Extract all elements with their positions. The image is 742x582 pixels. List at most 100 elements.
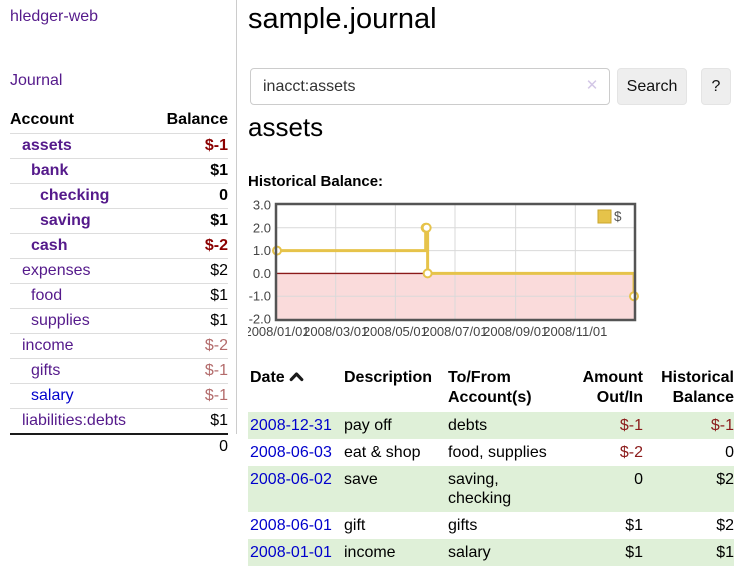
transaction-description: gift <box>344 517 366 534</box>
transaction-balance: $-1 <box>710 417 734 434</box>
account-link[interactable]: cash <box>31 237 68 254</box>
account-balance: $1 <box>119 283 228 309</box>
x-tick-label: 2008/05/01 <box>363 324 428 339</box>
clear-search-icon[interactable]: ✕ <box>585 77 599 94</box>
transaction-row[interactable]: 2008-01-01 income salary $1 $1 <box>248 539 734 566</box>
account-link[interactable]: bank <box>31 162 69 179</box>
account-row: gifts $-1 <box>10 358 228 384</box>
transaction-balance: $1 <box>716 544 734 561</box>
col-header-date[interactable]: Date <box>248 364 342 412</box>
account-balance: $1 <box>119 208 228 234</box>
col-header-amount: Amount Out/In <box>582 369 643 406</box>
accounts-total-spacer <box>10 433 119 459</box>
chart-title: Historical Balance: <box>248 173 384 190</box>
col-header-balance: Historical Balance <box>661 369 734 406</box>
account-balance: $-2 <box>119 233 228 259</box>
transaction-description: pay off <box>344 417 392 434</box>
data-point-marker[interactable] <box>421 222 432 233</box>
account-link[interactable]: checking <box>40 187 110 204</box>
account-row: expenses $2 <box>10 258 228 284</box>
account-row: income $-2 <box>10 333 228 359</box>
sidebar-item-journal[interactable]: Journal <box>10 72 63 89</box>
transaction-date-link[interactable]: 2008-01-01 <box>250 544 332 561</box>
transactions-table: Date Description To/From Account(s) Amou… <box>248 364 734 566</box>
accounts-header-account: Account <box>10 108 119 134</box>
account-balance: $-1 <box>119 358 228 384</box>
transaction-accounts: salary <box>448 544 491 561</box>
account-balance: $-1 <box>119 383 228 409</box>
account-link[interactable]: salary <box>31 387 74 404</box>
transaction-date-link[interactable]: 2008-06-01 <box>250 517 332 534</box>
y-tick-label: 2.0 <box>253 220 271 235</box>
transaction-balance: $2 <box>716 517 734 534</box>
account-balance: $-2 <box>119 333 228 359</box>
transaction-row[interactable]: 2008-12-31 pay off debts $-1 $-1 <box>248 412 734 439</box>
account-balance: $2 <box>119 258 228 284</box>
transaction-date-link[interactable]: 2008-12-31 <box>250 417 332 434</box>
transaction-row[interactable]: 2008-06-02 save saving, checking 0 $2 <box>248 466 734 512</box>
account-row: cash $-2 <box>10 233 228 259</box>
transaction-amount: $1 <box>625 517 643 534</box>
search-bar: ✕ Search ? <box>248 68 742 106</box>
accounts-header-balance: Balance <box>119 108 228 134</box>
account-link[interactable]: supplies <box>31 312 90 329</box>
y-tick-label: 0.0 <box>253 266 271 281</box>
search-input[interactable] <box>250 68 610 105</box>
y-tick-label: 3.0 <box>253 199 271 213</box>
sort-ascending-icon <box>289 372 304 382</box>
transaction-accounts: food, supplies <box>448 444 547 461</box>
help-button[interactable]: ? <box>701 68 731 105</box>
historical-balance-chart: $3.0 2.0 1.0 0.0 -1.0 -2.0 2008/01/01 2008/03/0… <box>244 198 642 343</box>
account-link[interactable]: expenses <box>22 262 91 279</box>
account-link[interactable]: gifts <box>31 362 61 379</box>
transaction-description: eat & shop <box>344 444 421 461</box>
transaction-description: save <box>344 471 378 488</box>
accounts-table-body: assets $-1 bank $1 checking 0 saving $1 cash $-2 e… <box>10 134 228 434</box>
accounts-table: Account Balance assets $-1 bank $1 checking 0… <box>10 108 228 459</box>
account-row: supplies $1 <box>10 308 228 334</box>
transaction-balance: $2 <box>716 471 734 488</box>
accounts-total-row: 0 <box>10 433 228 459</box>
x-tick-label: 2008/09/01 <box>483 324 548 339</box>
transaction-description: income <box>344 544 396 561</box>
page-title: sample.journal <box>248 3 437 35</box>
transaction-accounts: saving, checking <box>448 471 512 507</box>
main-content: sample.journal ✕ Search ? assets Histori… <box>244 0 742 582</box>
col-header-description: Description <box>344 369 433 386</box>
accounts-total-value: 0 <box>119 433 228 459</box>
y-tick-label: 1.0 <box>253 243 271 258</box>
data-point-marker[interactable] <box>422 268 433 279</box>
y-tick-label: -1.0 <box>249 289 271 304</box>
transaction-accounts: debts <box>448 417 488 434</box>
transaction-balance: 0 <box>725 444 734 461</box>
y-tick-label: -2.0 <box>249 312 271 327</box>
search-button[interactable]: Search <box>617 68 687 105</box>
transaction-date-link[interactable]: 2008-06-03 <box>250 444 332 461</box>
transaction-amount: $1 <box>625 544 643 561</box>
transaction-row[interactable]: 2008-06-01 gift gifts $1 $2 <box>248 512 734 539</box>
transaction-amount: $-2 <box>619 444 643 461</box>
account-balance: $1 <box>119 158 228 184</box>
transaction-accounts: gifts <box>448 517 478 534</box>
legend-label: $ <box>614 209 622 224</box>
legend-swatch <box>597 209 612 224</box>
account-link[interactable]: saving <box>40 212 91 229</box>
account-link[interactable]: food <box>31 287 63 304</box>
account-row: salary $-1 <box>10 383 228 409</box>
account-link[interactable]: income <box>22 337 74 354</box>
transaction-date-link[interactable]: 2008-06-02 <box>250 471 332 488</box>
transaction-row[interactable]: 2008-06-03 eat & shop food, supplies $-2 0 <box>248 439 734 466</box>
account-balance: $-1 <box>204 137 228 154</box>
account-balance: $1 <box>119 308 228 334</box>
x-tick-label: 2008/11/01 <box>543 324 607 339</box>
account-row: checking 0 <box>10 183 228 209</box>
x-tick-label: 2008/03/01 <box>303 324 368 339</box>
account-link[interactable]: assets <box>22 137 72 154</box>
app-brand-link[interactable]: hledger-web <box>10 8 99 25</box>
col-header-accounts: To/From Account(s) <box>448 369 532 406</box>
accounts-header-row: Account Balance <box>10 108 228 134</box>
account-row: bank $1 <box>10 158 228 184</box>
account-link[interactable]: liabilities:debts <box>22 412 127 429</box>
x-tick-label: 2008/01/01 <box>248 324 310 339</box>
account-row: food $1 <box>10 283 228 309</box>
